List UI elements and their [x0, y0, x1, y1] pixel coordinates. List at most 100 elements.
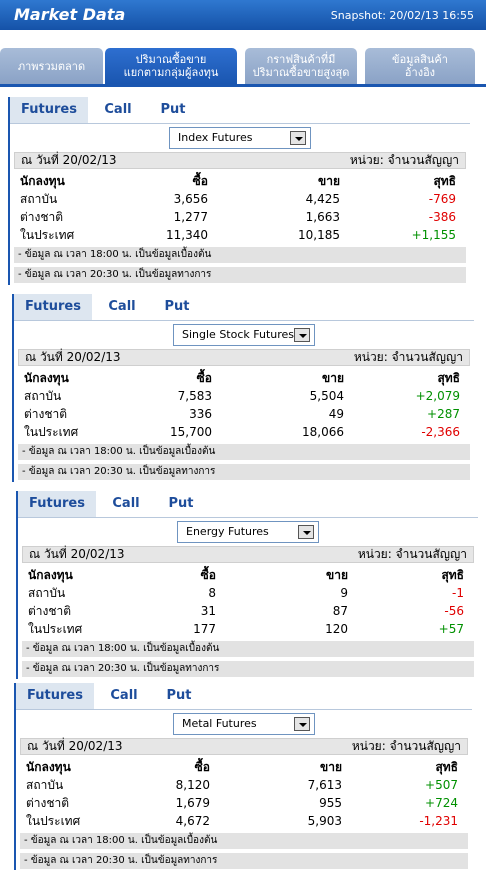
sub-tab[interactable]: Put [168, 496, 194, 511]
date-label: ณ วันที่ 20/02/13 [25, 350, 121, 364]
cell-value: -769 [428, 192, 456, 206]
tab-label: กราฟสินค้าที่มี [266, 53, 336, 66]
cell-name: ต่างชาติ [24, 407, 68, 421]
cell-value: +287 [427, 407, 460, 421]
cell-name: ในประเทศ [26, 814, 81, 828]
cell-value: -386 [428, 210, 456, 224]
cell-value: 7,583 [177, 389, 212, 403]
cell-value: 11,340 [166, 228, 208, 242]
cell-name: ในประเทศ [20, 228, 75, 242]
cell-value: 955 [319, 796, 342, 810]
sub-tab[interactable]: Put [166, 688, 192, 703]
cell-name: ต่างชาติ [20, 210, 64, 224]
page-title: Market Data [14, 5, 126, 24]
data-panel: Futures Call Put Metal Futures ณ วันที่ 20/0… [14, 683, 472, 870]
dropdown-text: Index Futures [178, 131, 253, 144]
cell-value: 4,425 [305, 192, 340, 206]
column-header: ขาย [318, 174, 340, 188]
sub-tab[interactable]: Call [108, 299, 136, 314]
data-panel: Futures Call Put Energy Futures ณ วันที่ 20/… [16, 491, 478, 679]
cell-value: +1,155 [411, 228, 456, 242]
cell-value: 1,277 [173, 210, 208, 224]
sub-tab[interactable]: Futures [14, 294, 92, 320]
note: - ข้อมูล ณ เวลา 18:00 น. เป็นข้อมูลเบื้อ… [18, 444, 470, 460]
column-header: สุทธิ [433, 174, 456, 188]
sub-tab[interactable]: Futures [16, 683, 94, 709]
cell-name: ในประเทศ [24, 425, 79, 439]
cell-value: 5,903 [307, 814, 342, 828]
unit-label: หน่วย: จำนวนสัญญา [349, 153, 459, 167]
date-label: ณ วันที่ 20/02/13 [27, 739, 123, 753]
date-label: ณ วันที่ 20/02/13 [29, 547, 125, 561]
sub-tab[interactable]: Call [112, 496, 140, 511]
cell-value: 1,663 [305, 210, 340, 224]
unit-label: หน่วย: จำนวนสัญญา [351, 739, 461, 753]
cell-value: 31 [200, 604, 216, 618]
cell-value: 4,672 [175, 814, 210, 828]
product-dropdown[interactable]: Energy Futures [177, 521, 319, 543]
date-row: ณ วันที่ 20/02/13 หน่วย: จำนวนสัญญา [18, 349, 470, 366]
sub-tab-line [14, 320, 474, 321]
cell-value: 8,120 [175, 778, 210, 792]
cell-value: 9 [340, 586, 348, 600]
column-header: ซื้อ [196, 371, 212, 385]
cell-value: -1,231 [419, 814, 458, 828]
column-header: ซื้อ [194, 760, 210, 774]
cell-value: -2,366 [421, 425, 460, 439]
note: - ข้อมูล ณ เวลา 20:30 น. เป็นข้อมูลทางกา… [20, 853, 468, 869]
main-tab[interactable]: กราฟสินค้าที่มี ปริมาณซื้อขายสูงสุด [245, 48, 357, 84]
product-dropdown[interactable]: Single Stock Futures [173, 324, 315, 346]
tab-underline [0, 84, 486, 87]
cell-name: สถาบัน [24, 389, 62, 403]
main-tab[interactable]: ข้อมูลสินค้า อ้างอิง [365, 48, 475, 84]
header-bar [0, 0, 486, 30]
product-dropdown[interactable]: Metal Futures [173, 713, 315, 735]
dropdown-button[interactable] [298, 525, 314, 539]
dropdown-button[interactable] [294, 717, 310, 731]
cell-value: 8 [208, 586, 216, 600]
data-panel: Futures Call Put Index Futures ณ วันที่ 20/0… [8, 97, 470, 285]
sub-tab[interactable]: Put [164, 299, 190, 314]
tab-label: ภาพรวมตลาด [17, 59, 86, 73]
cell-value: 87 [332, 604, 348, 618]
column-header: ซื้อ [192, 174, 208, 188]
dropdown-button[interactable] [290, 131, 306, 145]
column-header: ขาย [326, 568, 348, 582]
cell-value: 15,700 [170, 425, 212, 439]
cell-value: 177 [193, 622, 216, 636]
sub-tab[interactable]: Futures [10, 97, 88, 123]
main-tab[interactable]: ภาพรวมตลาด [0, 48, 103, 84]
data-panel: Futures Call Put Single Stock Futures ณ วันท… [12, 294, 474, 482]
cell-name: สถาบัน [20, 192, 58, 206]
column-header: ขาย [320, 760, 342, 774]
note: - ข้อมูล ณ เวลา 18:00 น. เป็นข้อมูลเบื้อ… [22, 641, 474, 657]
cell-value: 3,656 [173, 192, 208, 206]
product-dropdown[interactable]: Index Futures [169, 127, 311, 149]
sub-tab-line [16, 709, 472, 710]
tab-label: ข้อมูลสินค้า [392, 53, 448, 66]
cell-name: ต่างชาติ [28, 604, 72, 618]
note: - ข้อมูล ณ เวลา 18:00 น. เป็นข้อมูลเบื้อ… [20, 833, 468, 849]
sub-tab[interactable]: Futures [18, 491, 96, 517]
cell-value: 49 [328, 407, 344, 421]
sub-tab[interactable]: Call [110, 688, 138, 703]
dropdown-button[interactable] [294, 328, 310, 342]
column-header: สุทธิ [441, 568, 464, 582]
column-header: ซื้อ [200, 568, 216, 582]
cell-name: สถาบัน [28, 586, 66, 600]
column-header: ขาย [322, 371, 344, 385]
sub-tab-line [18, 517, 478, 518]
note: - ข้อมูล ณ เวลา 18:00 น. เป็นข้อมูลเบื้อ… [14, 247, 466, 263]
sub-tab[interactable]: Call [104, 102, 132, 117]
date-label: ณ วันที่ 20/02/13 [21, 153, 117, 167]
cell-value: 5,504 [309, 389, 344, 403]
sub-tab[interactable]: Put [160, 102, 186, 117]
unit-label: หน่วย: จำนวนสัญญา [353, 350, 463, 364]
tab-label: ปริมาณซื้อขายสูงสุด [252, 66, 350, 79]
main-tab[interactable]: ปริมาณซื้อขาย แยกตามกลุ่มผู้ลงทุน [105, 48, 237, 84]
cell-name: นักลงทุน [28, 568, 73, 582]
note: - ข้อมูล ณ เวลา 20:30 น. เป็นข้อมูลทางกา… [18, 464, 470, 480]
cell-name: นักลงทุน [20, 174, 65, 188]
cell-name: นักลงทุน [24, 371, 69, 385]
